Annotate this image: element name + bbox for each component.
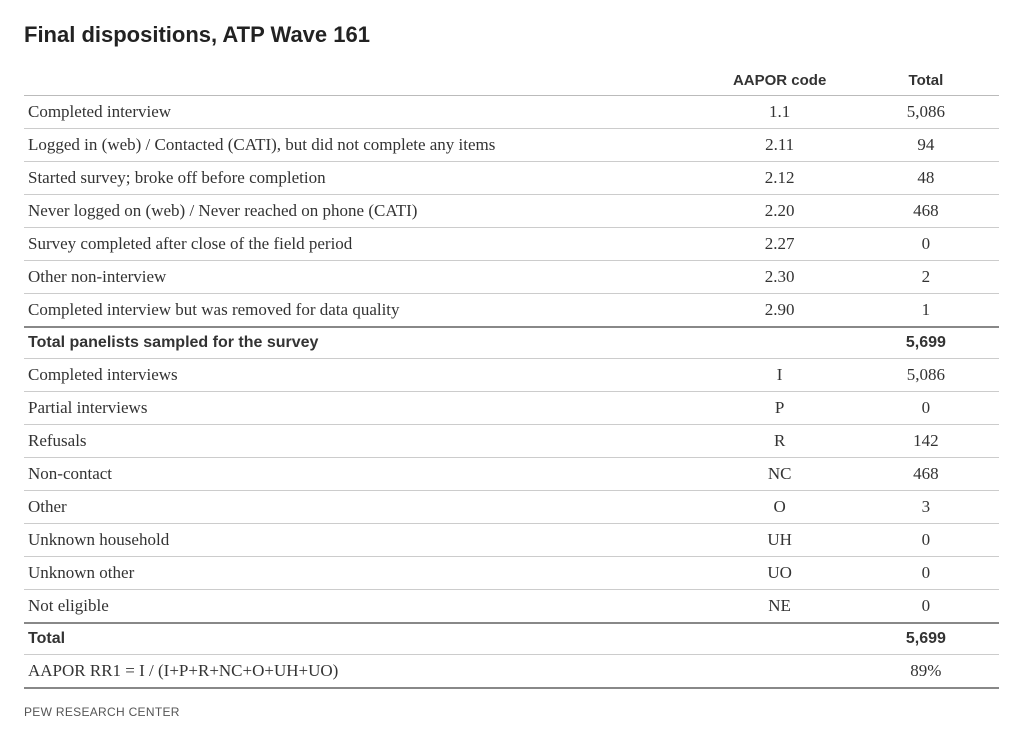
cell-label: Unknown other — [24, 557, 707, 590]
page-title: Final dispositions, ATP Wave 161 — [24, 22, 999, 48]
cell-total: 89% — [853, 655, 999, 689]
cell-label: Refusals — [24, 425, 707, 458]
table-row: Unknown otherUO0 — [24, 557, 999, 590]
col-header-code: AAPOR code — [707, 66, 853, 96]
cell-code: R — [707, 425, 853, 458]
cell-total: 3 — [853, 491, 999, 524]
table-row: Started survey; broke off before complet… — [24, 162, 999, 195]
cell-code — [707, 327, 853, 359]
cell-total: 468 — [853, 195, 999, 228]
cell-label: Never logged on (web) / Never reached on… — [24, 195, 707, 228]
col-header-total: Total — [853, 66, 999, 96]
col-header-label — [24, 66, 707, 96]
table-row: Completed interviewsI5,086 — [24, 359, 999, 392]
cell-label: Other non-interview — [24, 261, 707, 294]
cell-total: 0 — [853, 557, 999, 590]
table-row: Not eligibleNE0 — [24, 590, 999, 624]
cell-total: 5,699 — [853, 623, 999, 655]
cell-code — [707, 623, 853, 655]
cell-label: Partial interviews — [24, 392, 707, 425]
cell-label: AAPOR RR1 = I / (I+P+R+NC+O+UH+UO) — [24, 655, 707, 689]
table-row: Unknown householdUH0 — [24, 524, 999, 557]
table-header-row: AAPOR code Total — [24, 66, 999, 96]
table-row: Total panelists sampled for the survey 5,… — [24, 327, 999, 359]
cell-total: 1 — [853, 294, 999, 328]
cell-code: 2.20 — [707, 195, 853, 228]
table-row: Completed interview but was removed for … — [24, 294, 999, 328]
cell-code: NC — [707, 458, 853, 491]
cell-code: 1.1 — [707, 96, 853, 129]
cell-total: 142 — [853, 425, 999, 458]
cell-code: 2.12 — [707, 162, 853, 195]
cell-label: Completed interview but was removed for … — [24, 294, 707, 328]
cell-label: Completed interviews — [24, 359, 707, 392]
table-row: Partial interviewsP0 — [24, 392, 999, 425]
table-row: Survey completed after close of the fiel… — [24, 228, 999, 261]
cell-code: UH — [707, 524, 853, 557]
cell-code: 2.11 — [707, 129, 853, 162]
cell-total: 94 — [853, 129, 999, 162]
cell-label: Started survey; broke off before complet… — [24, 162, 707, 195]
cell-code: 2.27 — [707, 228, 853, 261]
cell-label: Other — [24, 491, 707, 524]
cell-label: Survey completed after close of the fiel… — [24, 228, 707, 261]
cell-total: 2 — [853, 261, 999, 294]
table-row: RefusalsR142 — [24, 425, 999, 458]
cell-code: NE — [707, 590, 853, 624]
cell-total: 0 — [853, 524, 999, 557]
cell-total: 468 — [853, 458, 999, 491]
cell-total: 0 — [853, 392, 999, 425]
cell-code: UO — [707, 557, 853, 590]
cell-total: 5,086 — [853, 96, 999, 129]
cell-code: 2.90 — [707, 294, 853, 328]
dispositions-table: AAPOR code Total Completed interview1.15… — [24, 66, 999, 689]
cell-code: I — [707, 359, 853, 392]
cell-total: 48 — [853, 162, 999, 195]
cell-total: 5,699 — [853, 327, 999, 359]
cell-label: Non-contact — [24, 458, 707, 491]
cell-label: Total panelists sampled for the survey — [24, 327, 707, 359]
table-row: OtherO3 — [24, 491, 999, 524]
table-row: Total 5,699 — [24, 623, 999, 655]
table-row: Non-contactNC468 — [24, 458, 999, 491]
cell-code — [707, 655, 853, 689]
source-footer: PEW RESEARCH CENTER — [24, 705, 999, 719]
cell-total: 0 — [853, 228, 999, 261]
cell-code: O — [707, 491, 853, 524]
cell-code: 2.30 — [707, 261, 853, 294]
cell-label: Total — [24, 623, 707, 655]
cell-label: Not eligible — [24, 590, 707, 624]
cell-label: Unknown household — [24, 524, 707, 557]
table-row: Never logged on (web) / Never reached on… — [24, 195, 999, 228]
cell-label: Logged in (web) / Contacted (CATI), but … — [24, 129, 707, 162]
table-row: Logged in (web) / Contacted (CATI), but … — [24, 129, 999, 162]
cell-code: P — [707, 392, 853, 425]
cell-total: 5,086 — [853, 359, 999, 392]
table-row: Completed interview1.15,086 — [24, 96, 999, 129]
cell-label: Completed interview — [24, 96, 707, 129]
table-row: Other non-interview2.302 — [24, 261, 999, 294]
cell-total: 0 — [853, 590, 999, 624]
table-row: AAPOR RR1 = I / (I+P+R+NC+O+UH+UO) 89% — [24, 655, 999, 689]
